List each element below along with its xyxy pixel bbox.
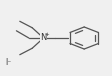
Text: +: + [44, 32, 49, 37]
Text: I⁻: I⁻ [5, 58, 11, 67]
Text: N: N [40, 34, 46, 42]
